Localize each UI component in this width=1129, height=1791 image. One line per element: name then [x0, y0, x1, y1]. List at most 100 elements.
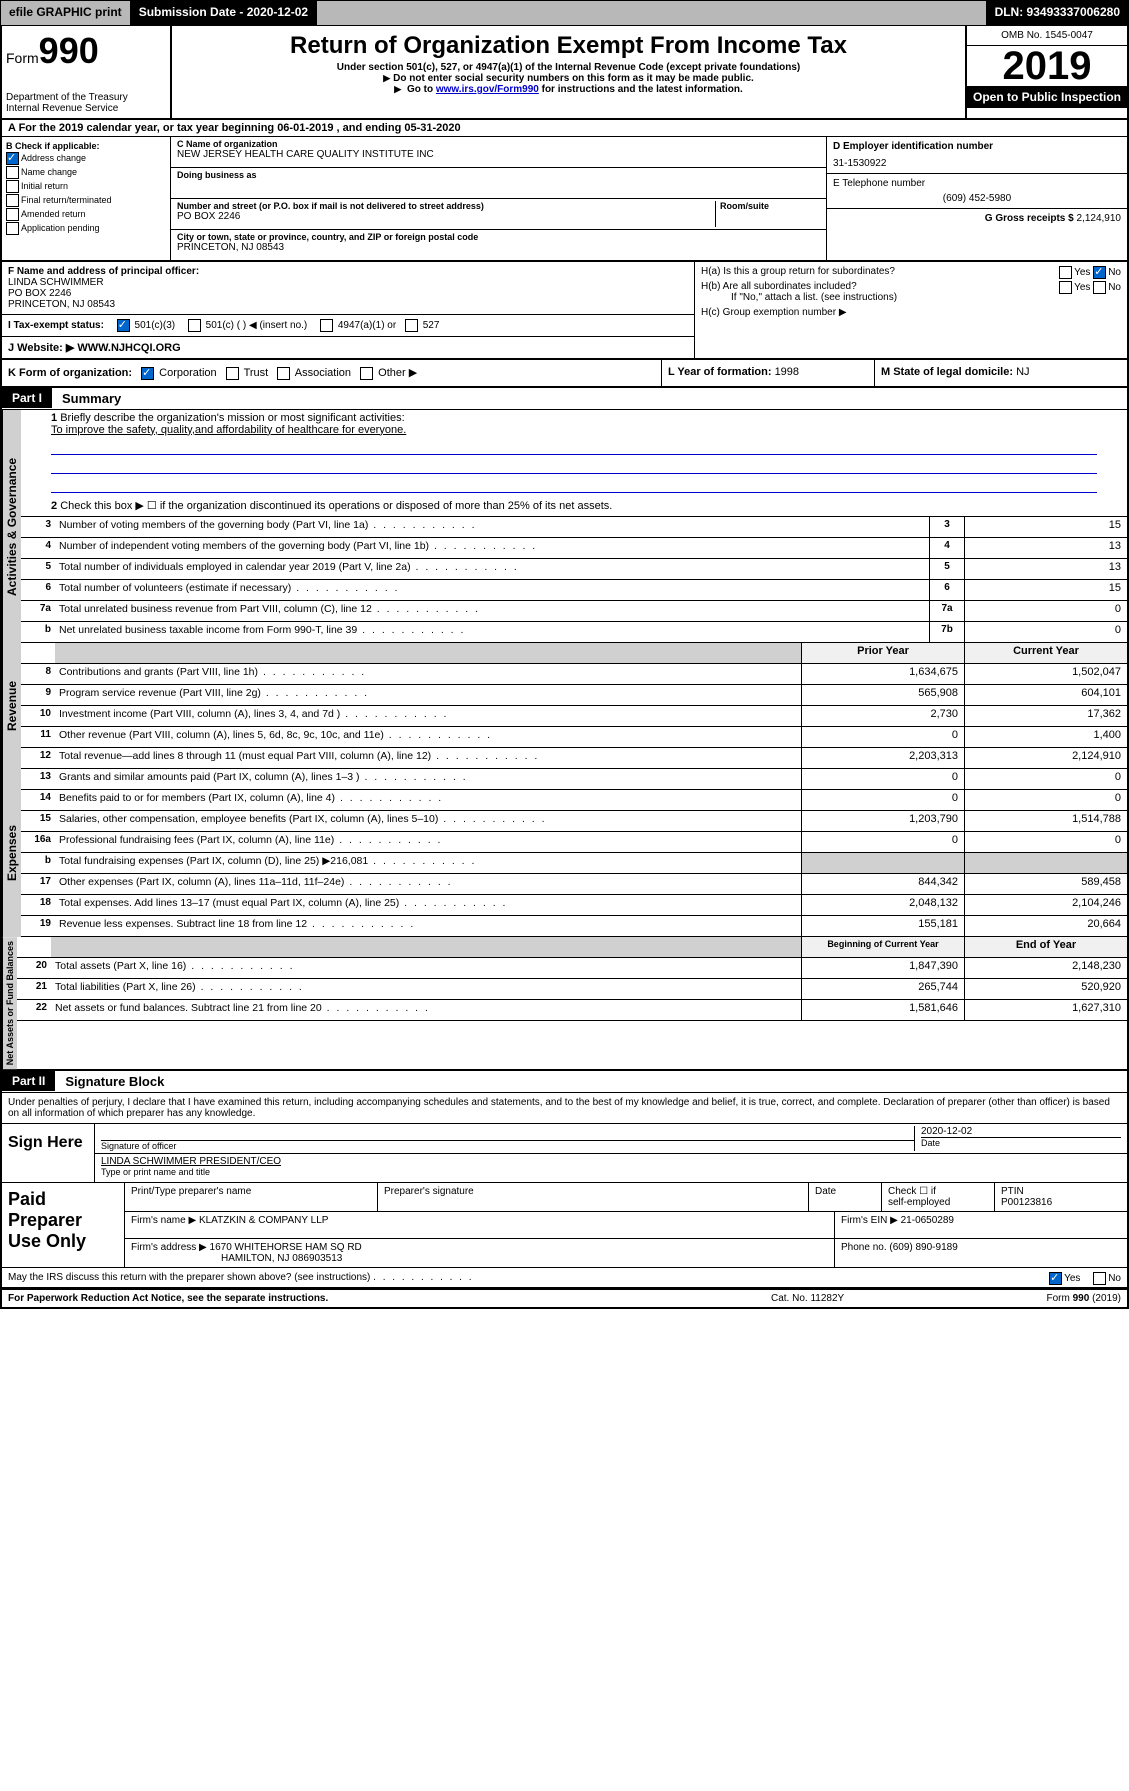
prior-value: 2,730 — [801, 706, 964, 726]
irs-link[interactable]: www.irs.gov/Form990 — [436, 84, 539, 95]
section-k: K Form of organization: Corporation Trus… — [2, 360, 661, 386]
tax-year: 2019 — [967, 46, 1127, 86]
header-right: OMB No. 1545-0047 2019 Open to Public In… — [965, 26, 1127, 118]
opt-501c: 501(c) ( ) ◀ (insert no.) — [206, 320, 308, 331]
table-row: 12 Total revenue—add lines 8 through 11 … — [21, 748, 1127, 769]
phone-cell: E Telephone number (609) 452-5980 — [827, 174, 1127, 209]
ha-label: H(a) Is this a group return for subordin… — [701, 266, 895, 277]
check-trust[interactable] — [226, 367, 239, 380]
hb-yes-check[interactable] — [1059, 281, 1072, 294]
table-row: 18 Total expenses. Add lines 13–17 (must… — [21, 895, 1127, 916]
gross-receipts-value: 2,124,910 — [1077, 213, 1122, 224]
self-employed-label: self-employed — [888, 1197, 950, 1208]
discuss-no-check[interactable] — [1093, 1272, 1106, 1285]
footer-right: Form 990 (2019) — [971, 1293, 1121, 1304]
check-amended-return[interactable]: Amended return — [6, 208, 166, 221]
table-row: b Net unrelated business taxable income … — [21, 622, 1127, 643]
form-title: Return of Organization Exempt From Incom… — [176, 32, 961, 60]
check-other[interactable] — [360, 367, 373, 380]
form-header: Form990 Department of the Treasury Inter… — [0, 26, 1129, 120]
city-value: PRINCETON, NJ 08543 — [177, 242, 820, 253]
check-527[interactable] — [405, 319, 418, 332]
row-num: 14 — [21, 790, 55, 810]
table-row: 3 Number of voting members of the govern… — [21, 517, 1127, 538]
row-value: 0 — [964, 622, 1127, 642]
row-desc: Total number of individuals employed in … — [55, 559, 929, 579]
opt-527: 527 — [423, 320, 440, 331]
check-address-change[interactable]: Address change — [6, 152, 166, 165]
row-desc: Revenue less expenses. Subtract line 18 … — [55, 916, 801, 936]
row-desc: Contributions and grants (Part VIII, lin… — [55, 664, 801, 684]
ha-yes-check[interactable] — [1059, 266, 1072, 279]
firm-phone: (609) 890-9189 — [889, 1242, 957, 1253]
prior-year-header: Prior Year — [801, 643, 964, 663]
city-cell: City or town, state or province, country… — [171, 230, 826, 260]
check-501c3[interactable] — [117, 319, 130, 332]
preparer-sig-label: Preparer's signature — [378, 1183, 809, 1211]
table-row: 13 Grants and similar amounts paid (Part… — [21, 769, 1127, 790]
form-label: Form — [6, 50, 39, 66]
prior-value: 1,203,790 — [801, 811, 964, 831]
current-value: 17,362 — [964, 706, 1127, 726]
sig-officer-label: Signature of officer — [101, 1140, 914, 1151]
q2-text: Check this box ▶ ☐ if the organization d… — [60, 500, 612, 512]
check-initial-return[interactable]: Initial return — [6, 180, 166, 193]
row-num: 3 — [21, 517, 55, 537]
row-desc: Other expenses (Part IX, column (A), lin… — [55, 874, 801, 894]
form-subtitle: Under section 501(c), 527, or 4947(a)(1)… — [176, 62, 961, 73]
firm-ein-label: Firm's EIN ▶ — [841, 1215, 898, 1226]
discuss-text: May the IRS discuss this return with the… — [8, 1272, 370, 1283]
row-desc: Number of voting members of the governin… — [55, 517, 929, 537]
check-corp[interactable] — [141, 367, 154, 380]
q2-block: 2 Check this box ▶ ☐ if the organization… — [21, 497, 1127, 517]
row-box: 7b — [929, 622, 964, 642]
row-desc: Benefits paid to or for members (Part IX… — [55, 790, 801, 810]
efile-button[interactable]: efile GRAPHIC print — [1, 1, 131, 25]
hc-label: H(c) Group exemption number ▶ — [701, 307, 1121, 318]
prior-value: 0 — [801, 727, 964, 747]
section-h: H(a) Is this a group return for subordin… — [695, 262, 1127, 358]
prior-value: 155,181 — [801, 916, 964, 936]
row-box: 3 — [929, 517, 964, 537]
table-row: 6 Total number of volunteers (estimate i… — [21, 580, 1127, 601]
row-num: 21 — [17, 979, 51, 999]
check-name-change[interactable]: Name change — [6, 166, 166, 179]
vtab-revenue: Revenue — [2, 643, 21, 769]
check-501c[interactable] — [188, 319, 201, 332]
submission-date-label: Submission Date - — [139, 5, 247, 19]
ptin-value: P00123816 — [1001, 1197, 1052, 1208]
table-row: 7a Total unrelated business revenue from… — [21, 601, 1127, 622]
check-4947[interactable] — [320, 319, 333, 332]
table-row: 20 Total assets (Part X, line 16) 1,847,… — [17, 958, 1127, 979]
table-row: 10 Investment income (Part VIII, column … — [21, 706, 1127, 727]
opt-other: Other ▶ — [378, 367, 417, 379]
mission-text: To improve the safety, quality,and affor… — [51, 424, 1097, 436]
check-assoc[interactable] — [277, 367, 290, 380]
hb-no-check[interactable] — [1093, 281, 1106, 294]
check-final-return[interactable]: Final return/terminated — [6, 194, 166, 207]
row-desc: Investment income (Part VIII, column (A)… — [55, 706, 801, 726]
check-application-pending[interactable]: Application pending — [6, 222, 166, 235]
row-box: 4 — [929, 538, 964, 558]
sig-name-label: Type or print name and title — [101, 1167, 1121, 1177]
section-i: I Tax-exempt status: 501(c)(3) 501(c) ( … — [2, 315, 694, 337]
ha-no-check[interactable] — [1093, 266, 1106, 279]
discuss-yes-check[interactable] — [1049, 1272, 1062, 1285]
row-num: 12 — [21, 748, 55, 768]
section-b-label: B Check if applicable: — [6, 141, 166, 151]
table-row: 16a Professional fundraising fees (Part … — [21, 832, 1127, 853]
table-row: 9 Program service revenue (Part VIII, li… — [21, 685, 1127, 706]
header-left: Form990 Department of the Treasury Inter… — [2, 26, 172, 118]
opt-corp: Corporation — [159, 367, 216, 379]
row-value: 15 — [964, 517, 1127, 537]
website-value: WWW.NJHCQI.ORG — [77, 342, 180, 354]
firm-ein: 21-0650289 — [901, 1215, 954, 1226]
row-desc: Total number of volunteers (estimate if … — [55, 580, 929, 600]
h-b-row: H(b) Are all subordinates included? Yes … — [701, 281, 1121, 292]
ein-cell: D Employer identification number 31-1530… — [827, 137, 1127, 174]
table-row: 22 Net assets or fund balances. Subtract… — [17, 1000, 1127, 1021]
current-value: 1,400 — [964, 727, 1127, 747]
form-number: Form990 — [6, 30, 166, 72]
row-desc: Total expenses. Add lines 13–17 (must eq… — [55, 895, 801, 915]
row-desc: Program service revenue (Part VIII, line… — [55, 685, 801, 705]
